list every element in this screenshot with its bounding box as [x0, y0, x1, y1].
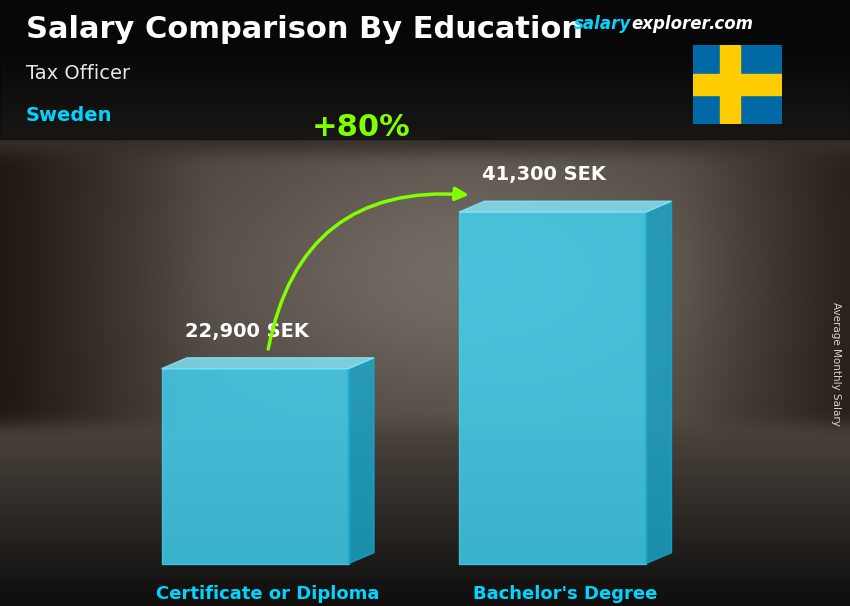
Text: salary: salary	[574, 15, 631, 33]
Text: explorer: explorer	[632, 15, 711, 33]
Polygon shape	[348, 358, 374, 564]
Text: .com: .com	[708, 15, 753, 33]
Polygon shape	[162, 358, 374, 368]
Text: Sweden: Sweden	[26, 106, 112, 125]
Bar	[162, 368, 348, 564]
Text: Average Monthly Salary: Average Monthly Salary	[831, 302, 842, 425]
Bar	[459, 212, 646, 564]
Bar	[0, 0, 850, 139]
Text: Certificate or Diploma: Certificate or Diploma	[156, 585, 379, 603]
Bar	[721, 45, 740, 124]
Text: Salary Comparison By Education: Salary Comparison By Education	[26, 15, 582, 44]
Bar	[693, 74, 782, 95]
Text: 22,900 SEK: 22,900 SEK	[184, 322, 309, 341]
Text: Tax Officer: Tax Officer	[26, 64, 129, 82]
Polygon shape	[459, 201, 672, 212]
Text: Bachelor's Degree: Bachelor's Degree	[473, 585, 657, 603]
Text: 41,300 SEK: 41,300 SEK	[482, 165, 606, 184]
Polygon shape	[646, 201, 672, 564]
Text: +80%: +80%	[312, 113, 411, 142]
